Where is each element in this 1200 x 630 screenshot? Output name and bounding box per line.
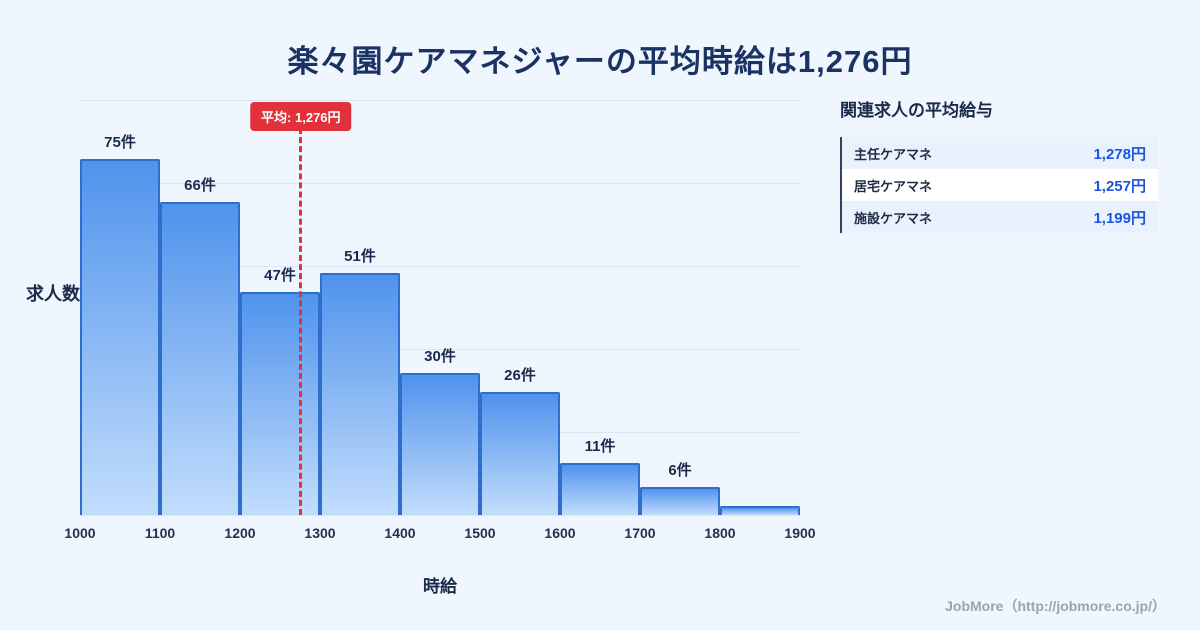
histogram-bar-slot: 47件 [240,100,320,515]
gridline [80,100,800,101]
gridline [80,349,800,350]
salary-table-row: 主任ケアマネ 1,278円 [842,137,1158,169]
gridline [80,266,800,267]
histogram-bar-slot: 30件 [400,100,480,515]
x-axis-tick: 1200 [224,525,256,541]
histogram-bar-slot: 51件 [320,100,400,515]
job-name: 居宅ケアマネ [854,178,933,194]
salary-table: 主任ケアマネ 1,278円 居宅ケアマネ 1,257円 施設ケアマネ 1,199… [840,137,1158,233]
y-axis-label: 求人数 [26,284,80,304]
bar-value-label: 51件 [344,247,376,265]
bar-value-label: 30件 [424,347,456,365]
average-line [299,128,303,515]
salary-table-row: 施設ケアマネ 1,199円 [842,201,1158,233]
job-name: 主任ケアマネ [854,146,933,162]
histogram-bar [80,158,160,515]
histogram-bar [240,291,320,515]
x-axis-tick: 1400 [384,525,416,541]
job-name: 施設ケアマネ [854,210,933,226]
histogram-bar [400,372,480,515]
histogram-bar [560,462,640,515]
bar-value-label: 6件 [668,461,692,479]
x-axis-tick: 1600 [544,525,576,541]
histogram-bar-slot: 6件 [640,100,720,515]
related-jobs-panel: 関連求人の平均給与 主任ケアマネ 1,278円 居宅ケアマネ 1,257円 施設… [840,96,1158,233]
histogram-bar [640,486,720,515]
bar-value-label: 11件 [584,437,616,455]
gridline [80,183,800,184]
histogram-bar-slot: 11件 [560,100,640,515]
page-title: 楽々園ケアマネジャーの平均時給は1,276円 [287,44,913,79]
x-axis-tick: 1800 [704,525,736,541]
x-axis-tick: 1500 [464,525,496,541]
x-axis-tick: 1000 [64,525,96,541]
bar-value-label: 26件 [504,366,536,384]
x-axis-tick: 1700 [624,525,656,541]
histogram-bar-slot: 75件 [80,100,160,515]
histogram-bar-slot [720,100,800,515]
x-axis-tick: 1100 [144,525,176,541]
job-salary: 1,278円 [1093,145,1146,163]
histogram-bar [320,272,400,515]
histogram-bar-slot: 66件 [160,100,240,515]
histogram-bar [160,201,240,515]
gridline [80,515,800,516]
average-badge: 平均: 1,276円 [250,102,352,131]
salary-table-row: 居宅ケアマネ 1,257円 [842,169,1158,201]
bar-value-label: 75件 [104,133,136,151]
x-axis-tick: 1300 [304,525,336,541]
histogram-plot: 75件 66件 47件 51件 30件 26件 11件 6件 1000 1100 1200 1300 1… [64,100,816,541]
job-salary: 1,257円 [1093,177,1146,195]
histogram-bar-slot: 26件 [480,100,560,515]
job-salary: 1,199円 [1093,209,1146,227]
related-jobs-title: 関連求人の平均給与 [840,101,993,120]
x-axis-tick: 1900 [784,525,816,541]
bar-value-label: 66件 [184,176,216,194]
histogram-bar [480,391,560,515]
histogram-bar [720,505,800,515]
bar-value-label: 47件 [264,266,296,284]
x-axis-label: 時給 [423,577,457,596]
source-credit: JobMore（http://jobmore.co.jp/） [945,598,1166,614]
